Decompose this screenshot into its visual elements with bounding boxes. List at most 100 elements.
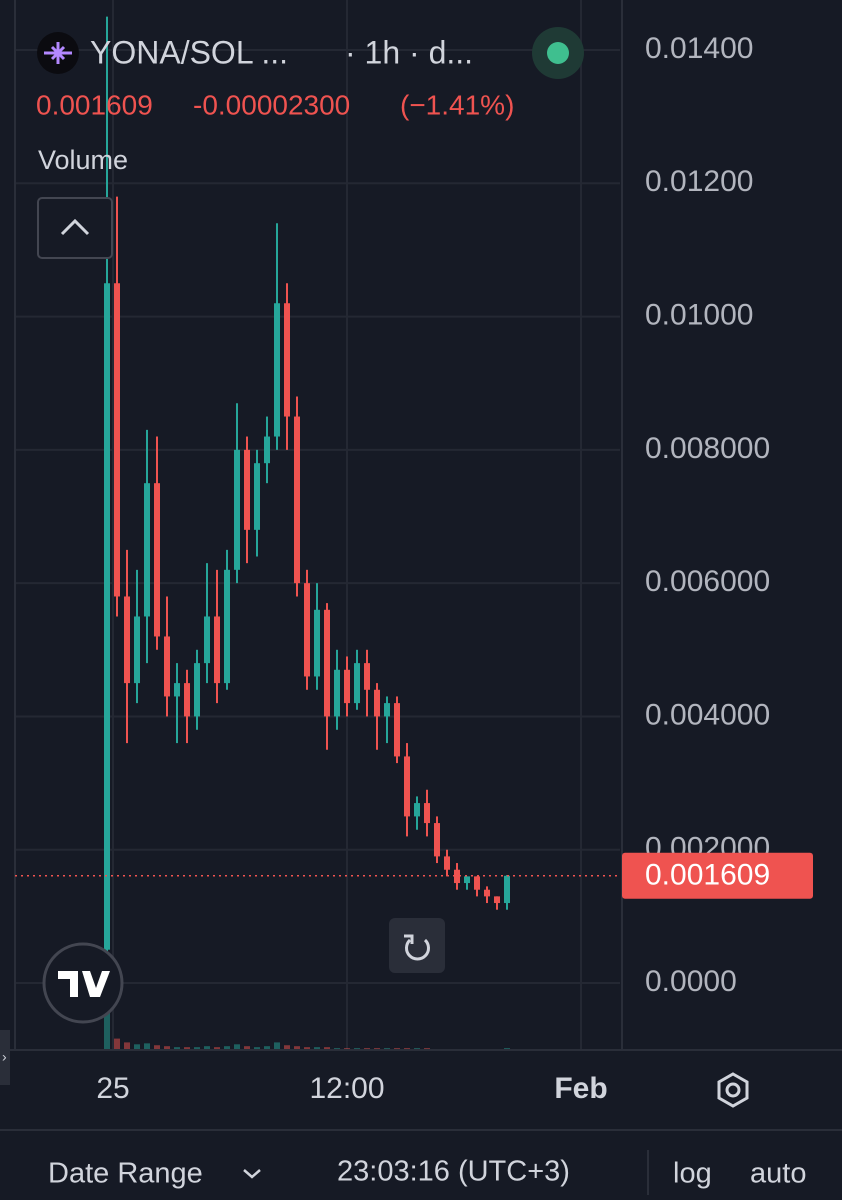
settings-icon	[725, 1082, 741, 1098]
candle-body	[164, 636, 170, 697]
grid	[15, 0, 620, 1050]
y-tick-label: 0.01400	[645, 32, 753, 65]
candle-body	[344, 669, 350, 704]
side-toggle[interactable]	[0, 1030, 10, 1085]
volume-bar	[104, 1012, 110, 1050]
candle-body	[374, 689, 380, 717]
volume-bar	[214, 1047, 220, 1050]
candle-body	[194, 663, 200, 717]
candle-body	[104, 283, 110, 950]
symbol-title: YONA/SOL ...	[90, 34, 288, 70]
candle-body	[414, 803, 420, 817]
candle-body	[444, 856, 450, 870]
volume-bar	[204, 1046, 210, 1050]
y-tick-label: 0.008000	[645, 432, 770, 465]
volume-bar	[184, 1047, 190, 1050]
reset-icon	[405, 938, 430, 961]
volume-bar	[194, 1047, 200, 1050]
candle-body	[284, 303, 290, 417]
candle-body	[364, 663, 370, 690]
y-tick-label: 0.004000	[645, 698, 770, 731]
volume-label: Volume	[38, 145, 128, 175]
auto-toggle[interactable]: auto	[750, 1158, 806, 1190]
side-toggle-icon: ›	[2, 1049, 7, 1065]
volume-bar	[254, 1047, 260, 1050]
volume-bar	[144, 1043, 150, 1050]
volume-bar	[224, 1046, 230, 1050]
candle-body	[224, 569, 230, 684]
log-toggle[interactable]: log	[673, 1158, 712, 1190]
x-tick-label: 25	[96, 1072, 129, 1105]
candle-body	[114, 283, 120, 597]
interval: · 1h · d...	[345, 34, 473, 70]
candle-body	[494, 896, 500, 904]
collapse-icon	[60, 218, 90, 236]
status-dot	[547, 42, 569, 64]
candle-body	[254, 463, 260, 530]
x-tick-label: 12:00	[309, 1072, 384, 1105]
candle-body	[214, 616, 220, 684]
candle-body	[274, 303, 280, 437]
header-change: -0.00002300	[193, 89, 350, 120]
volume-bar	[174, 1047, 180, 1050]
candle-body	[394, 703, 400, 757]
candle-body	[234, 449, 240, 570]
header-change-percent: (−1.41%)	[400, 89, 514, 120]
candle-body	[204, 616, 210, 664]
y-tick-label: 0.006000	[645, 565, 770, 598]
candle-body	[384, 703, 390, 717]
last-price-tag	[622, 852, 813, 899]
candle-body	[354, 663, 360, 704]
candle-body	[304, 583, 310, 677]
reset-icon-arrow	[404, 934, 414, 944]
header-price: 0.001609	[36, 89, 153, 120]
x-tick-label: Feb	[554, 1072, 607, 1105]
candle-body	[424, 803, 430, 824]
volume-bar	[234, 1044, 240, 1050]
candle-body	[454, 869, 460, 884]
volume-bar	[284, 1045, 290, 1050]
candle-body	[124, 596, 130, 684]
candle-body	[314, 609, 320, 677]
candle-body	[504, 875, 510, 904]
token-logo-icon	[44, 42, 72, 64]
candle-body	[154, 483, 160, 637]
candle-body	[474, 876, 480, 890]
candle-body	[404, 756, 410, 817]
volume-bar	[274, 1042, 280, 1050]
volume-bar	[154, 1045, 160, 1050]
volume-bar	[324, 1047, 330, 1050]
marks	[104, 16, 510, 1050]
candle-body	[484, 889, 490, 897]
candle-body	[264, 436, 270, 464]
candle-body	[184, 683, 190, 717]
collapse-button[interactable]	[37, 197, 113, 259]
y-tick-label: 0.01000	[645, 298, 753, 331]
volume-bar	[244, 1046, 250, 1050]
volume-bar	[134, 1044, 140, 1050]
clock: 23:03:16 (UTC+3)	[337, 1156, 570, 1188]
volume-bar	[314, 1047, 320, 1050]
y-tick-label: 0.01200	[645, 165, 753, 198]
volume-bar	[114, 1038, 120, 1050]
tradingview-logo-mark	[58, 971, 110, 997]
candle-body	[294, 416, 300, 584]
settings-button[interactable]	[717, 1072, 749, 1108]
reset-button[interactable]	[389, 918, 445, 973]
last-price-label: 0.001609	[645, 859, 770, 892]
candle-body	[334, 669, 340, 717]
volume-bar	[304, 1047, 310, 1050]
candle-body	[244, 449, 250, 530]
candle-body	[434, 823, 440, 857]
candle-body	[464, 876, 470, 884]
candle-body	[144, 483, 150, 617]
volume-bar	[124, 1042, 130, 1050]
candle-body	[134, 616, 140, 684]
candle-body	[324, 609, 330, 717]
volume-bar	[164, 1046, 170, 1050]
date-range-button[interactable]: Date Range	[48, 1158, 203, 1190]
tradingview-logo[interactable]	[42, 942, 124, 1024]
date-range-caret	[243, 1169, 261, 1179]
